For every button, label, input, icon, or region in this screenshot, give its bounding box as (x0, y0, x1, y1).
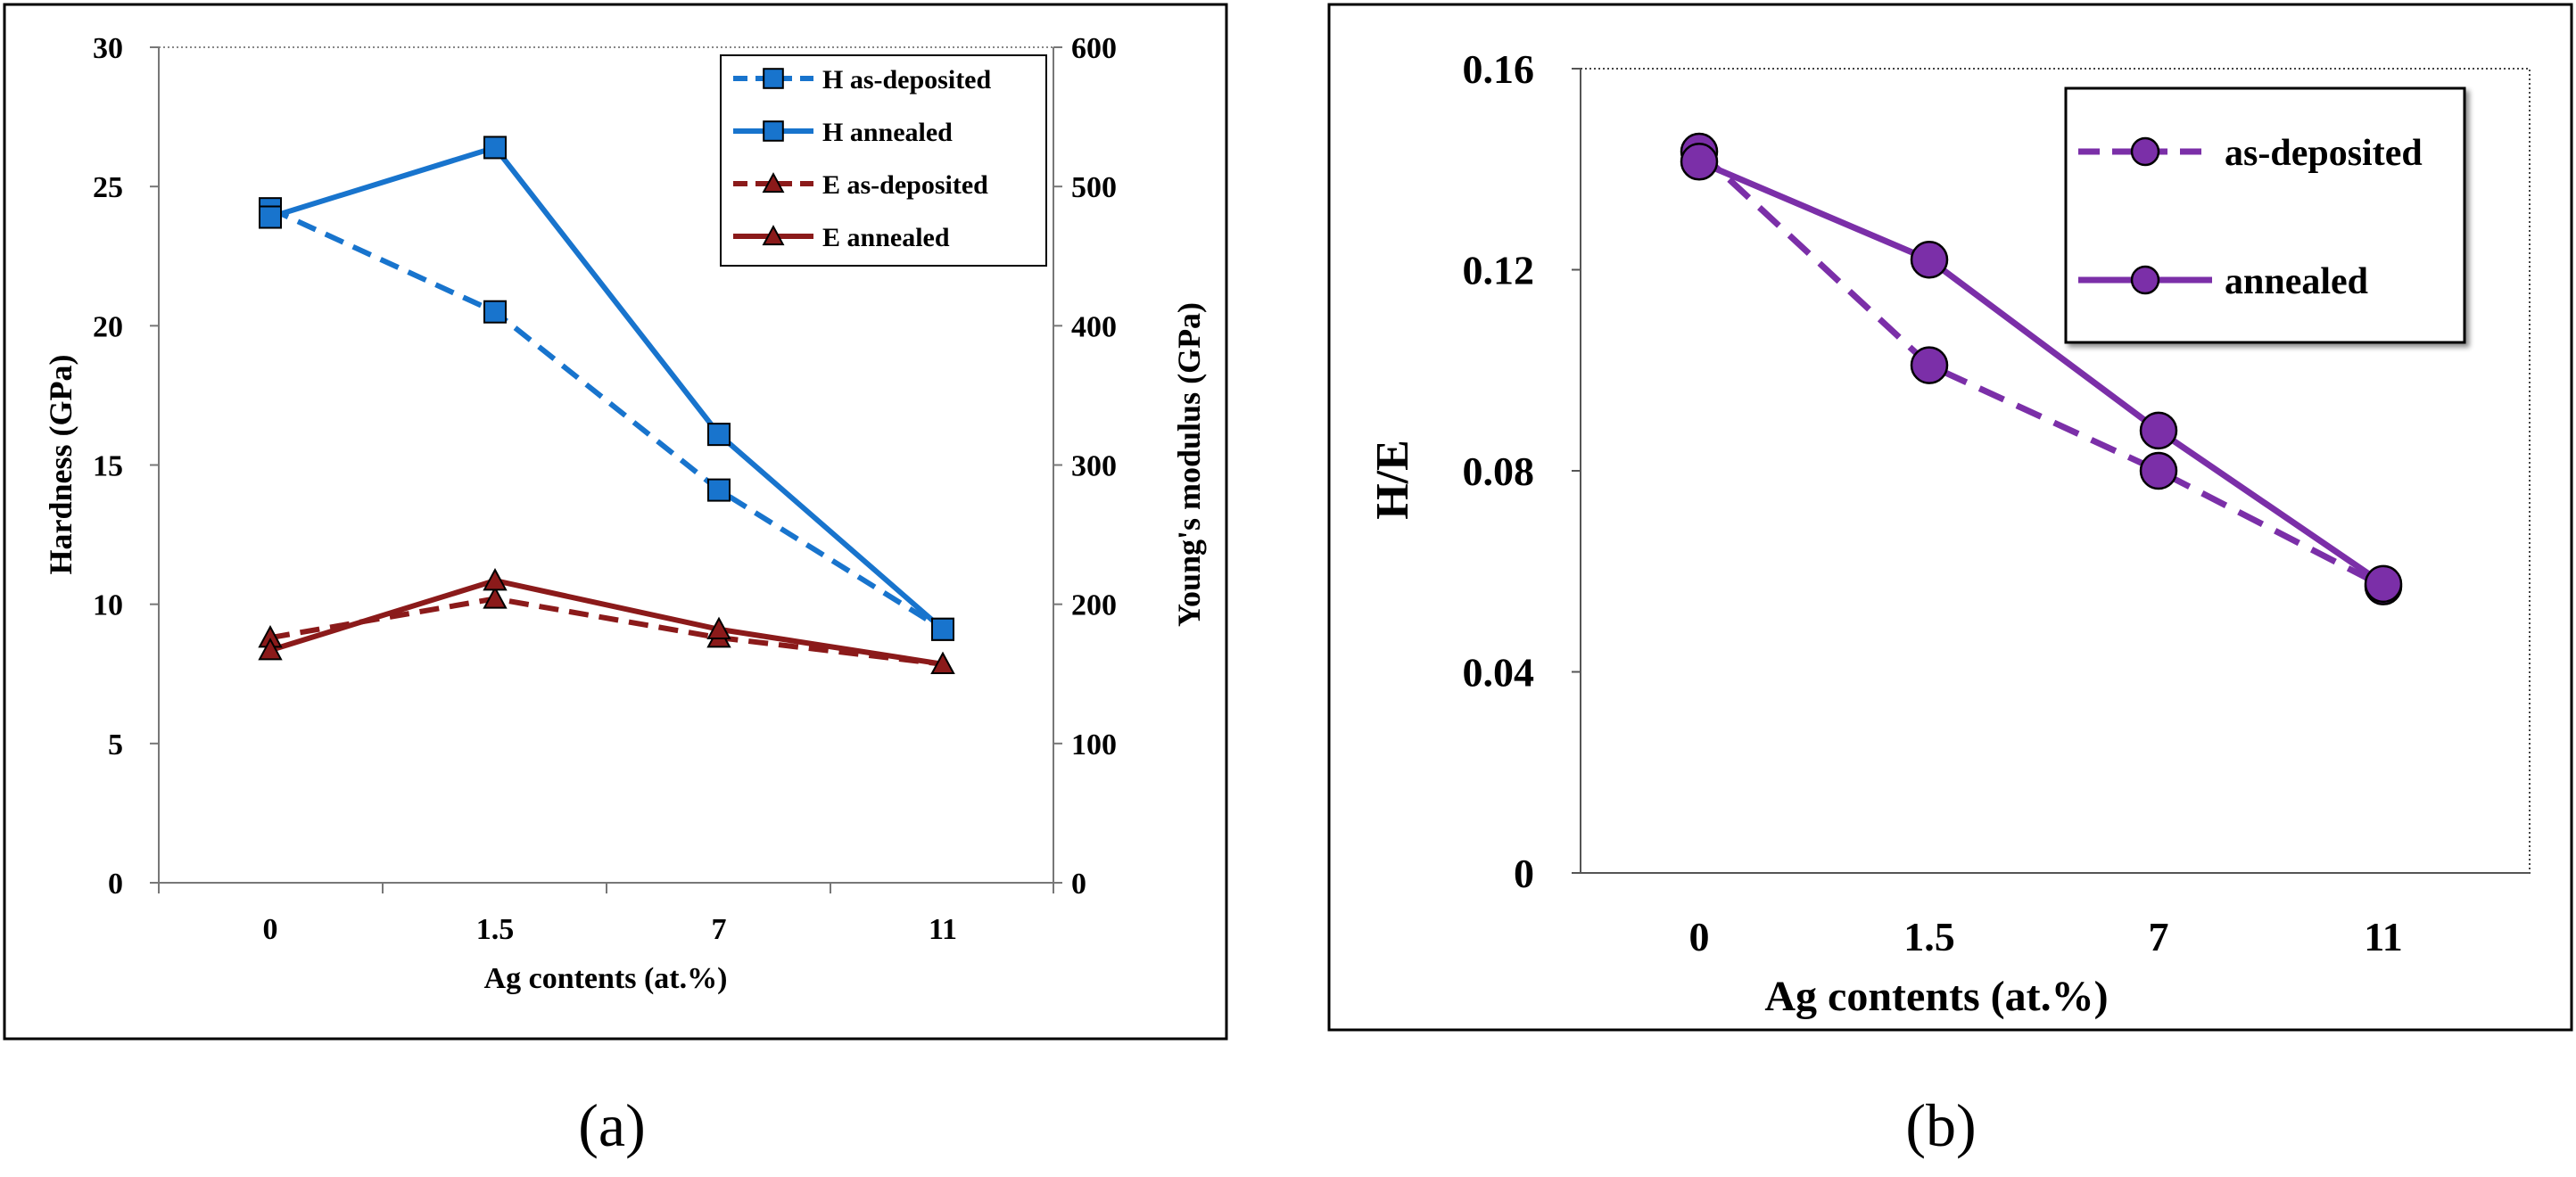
y-tick-label: 0.08 (1463, 449, 1535, 494)
chart-a-ylabel: Hardness (GPa) (43, 355, 78, 575)
y-tick-label: 0.04 (1463, 650, 1535, 696)
x-tick-label: 0 (1689, 914, 1710, 959)
chart-a-xlabel: Ag contents (at.%) (484, 962, 728, 995)
panel-label-b: (b) (1905, 1091, 1976, 1159)
x-tick-label: 7 (2149, 914, 2169, 959)
data-point (258, 638, 283, 661)
data-point (483, 586, 508, 609)
panel-label-a: (a) (578, 1091, 645, 1159)
data-point (930, 651, 955, 675)
x-tick-label: 1.5 (476, 913, 515, 946)
y-right-tick-label: 0 (1071, 868, 1086, 901)
chart-b: 0 0.04 0.08 0.12 0.16 0 1.5 7 11 Ag contents (a… (1327, 3, 2573, 1159)
y-right-tick-label: 100 (1071, 728, 1117, 761)
y-tick-label: 25 (93, 171, 123, 204)
chart-b-ylabel: H/E (1367, 440, 1418, 520)
y-right-tick-label: 200 (1071, 589, 1117, 622)
data-point (483, 300, 507, 324)
legend-marker (762, 225, 785, 246)
data-point (483, 568, 508, 591)
y-tick-label: 0.16 (1463, 46, 1535, 92)
data-point (2139, 411, 2178, 450)
data-point (1910, 346, 1949, 384)
series-line (268, 206, 945, 632)
x-tick-label: 1.5 (1903, 914, 1955, 959)
chart-b-legend-box (2064, 86, 2466, 344)
series-line (269, 144, 945, 632)
series-line (269, 578, 944, 667)
y-tick-label: 5 (108, 728, 123, 761)
y-right-tick-label: 600 (1071, 32, 1117, 65)
data-point (931, 617, 954, 641)
y-tick-label: 10 (93, 589, 123, 622)
y-tick-label: 0.12 (1463, 248, 1535, 293)
y-right-tick-label: 400 (1071, 310, 1117, 343)
x-tick-label: 11 (929, 913, 957, 946)
data-point (2364, 564, 2403, 604)
chart-a-ylabel-right: Young's modulus (GPa) (1171, 302, 1207, 627)
legend-marker (762, 172, 785, 193)
y-tick-label: 20 (93, 310, 123, 343)
y-right-tick-label: 500 (1071, 171, 1117, 204)
data-point (707, 423, 731, 447)
y-tick-label: 15 (93, 450, 123, 483)
data-point (2139, 451, 2178, 490)
data-point (706, 616, 731, 639)
series-line (1697, 159, 2385, 587)
legend-marker (763, 120, 784, 142)
y-right-tick-label: 300 (1071, 450, 1117, 483)
data-point (707, 478, 731, 502)
chart-b-legend: as-deposited annealed (2064, 86, 2466, 344)
data-point (483, 136, 507, 160)
x-tick-label: 11 (2364, 914, 2402, 959)
legend-label: H as-deposited (822, 65, 992, 95)
legend-marker (2130, 136, 2160, 167)
x-tick-label: 0 (263, 913, 278, 946)
data-point (1910, 240, 1949, 279)
legend-label: as-deposited (2225, 133, 2423, 174)
legend-label: E as-deposited (822, 170, 988, 200)
data-point (259, 205, 282, 229)
legend-label: H annealed (822, 118, 953, 147)
legend-marker (763, 68, 784, 89)
legend-label: E annealed (822, 223, 950, 252)
y-tick-label: 0 (108, 868, 123, 901)
data-point (1680, 143, 1719, 181)
x-tick-label: 7 (712, 913, 727, 946)
y-tick-label: 0 (1514, 851, 1534, 896)
y-tick-label: 30 (93, 32, 123, 65)
legend-label: annealed (2225, 261, 2368, 302)
chart-b-xlabel: Ag contents (at.%) (1764, 973, 2108, 1020)
legend-marker (2130, 265, 2160, 295)
series-line (269, 596, 944, 667)
chart-a-legend: H as-deposited H annealed E as-deposited E … (720, 54, 1047, 267)
